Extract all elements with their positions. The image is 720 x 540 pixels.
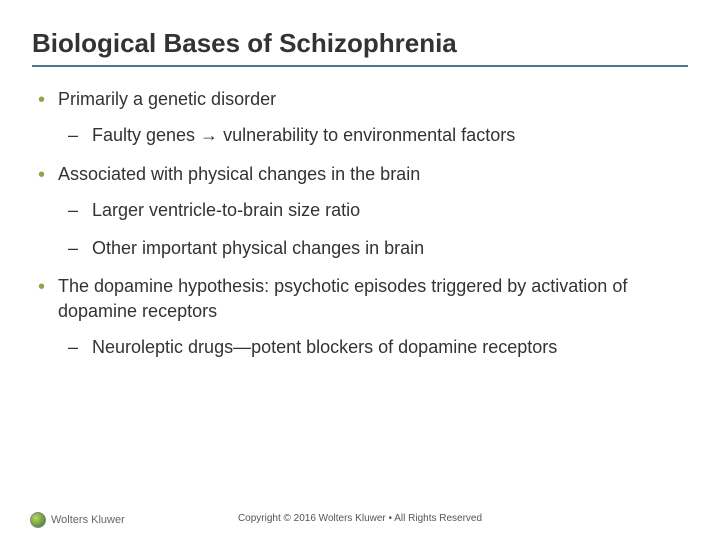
list-item: Associated with physical changes in the … <box>36 162 688 261</box>
bullet-list-lvl2: Neuroleptic drugs—potent blockers of dop… <box>58 335 688 359</box>
list-item-text: The dopamine hypothesis: psychotic episo… <box>58 276 627 320</box>
bullet-list-lvl1: Primarily a genetic disorder Faulty gene… <box>36 87 688 359</box>
list-item: Other important physical changes in brai… <box>58 236 688 260</box>
list-item: The dopamine hypothesis: psychotic episo… <box>36 274 688 359</box>
list-item-text: Larger ventricle-to-brain size ratio <box>92 200 360 220</box>
copyright-footer: Copyright © 2016 Wolters Kluwer • All Ri… <box>0 513 720 524</box>
list-item: Neuroleptic drugs—potent blockers of dop… <box>58 335 688 359</box>
list-item-text: Primarily a genetic disorder <box>58 89 276 109</box>
list-item: Faulty genes → vulnerability to environm… <box>58 123 688 147</box>
bullet-list-lvl2: Faulty genes → vulnerability to environm… <box>58 123 688 147</box>
list-item-text: Faulty genes → vulnerability to environm… <box>92 125 515 145</box>
list-item: Larger ventricle-to-brain size ratio <box>58 198 688 222</box>
slide: Biological Bases of Schizophrenia Primar… <box>0 0 720 540</box>
list-item: Primarily a genetic disorder Faulty gene… <box>36 87 688 148</box>
slide-title: Biological Bases of Schizophrenia <box>32 28 688 67</box>
bullet-list-lvl2: Larger ventricle-to-brain size ratio Oth… <box>58 198 688 261</box>
list-item-text: Other important physical changes in brai… <box>92 238 424 258</box>
list-item-text: Neuroleptic drugs—potent blockers of dop… <box>92 337 557 357</box>
slide-content: Primarily a genetic disorder Faulty gene… <box>32 87 688 359</box>
list-item-text: Associated with physical changes in the … <box>58 164 420 184</box>
